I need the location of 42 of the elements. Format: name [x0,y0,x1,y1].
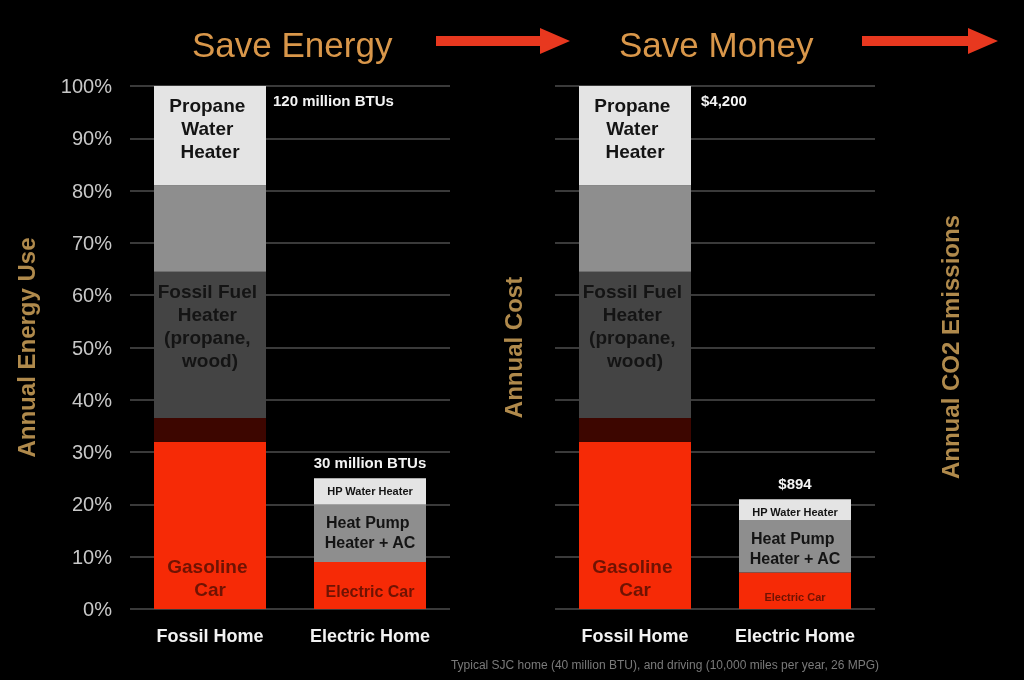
annotation: $894 [778,475,813,493]
y-axis-title: Annual Energy Use [12,237,40,458]
y-tick-label: 100% [60,75,113,97]
y-tick-label: 0% [83,598,113,620]
y-tick-label: 20% [71,493,113,516]
bar [579,418,691,442]
y-tick-label: 90% [71,127,113,150]
y-tick-label: 40% [71,388,113,411]
data-label: Electric Car [764,590,827,603]
y-tick-label: 70% [71,231,113,254]
chart-title: Save Money [619,25,815,64]
y-tick-label: 50% [71,336,113,359]
data-label: HP Water Heater [752,505,839,518]
data-label: Gasoline Car [167,556,253,600]
text: Typical SJC home (40 million BTU), and driving (10,000 miles per year, 26 MPG) [449,658,881,672]
data-label: Gasoline Car [592,556,678,600]
annotation: 120 million BTUs [273,92,394,109]
y-axis-title: Annual Cost [499,276,527,419]
y-tick-label: 10% [71,545,113,568]
bar [154,185,266,272]
annotation: 30 million BTUs [313,454,427,472]
bar [579,185,691,272]
chart-title: Save Energy [192,25,393,64]
data-label: Propane Water Heater [169,95,251,162]
x-tick-label: Electric Home [309,626,431,646]
data-label: HP Water Heater [327,484,414,497]
data-label: Electric Car [325,582,415,600]
annotation: $4,200 [701,92,747,109]
bar [154,418,266,442]
data-label: Heat Pump Heater + AC [749,529,841,567]
bar [739,572,851,609]
y-tick-label: 80% [71,179,113,202]
x-tick-label: Electric Home [734,626,856,646]
bar [579,441,691,609]
y-tick-label: 60% [71,284,113,307]
y-tick-label: 30% [71,441,113,464]
data-label: Heat Pump Heater + AC [324,513,416,551]
bar [154,441,266,609]
x-tick-label: Fossil Home [156,626,264,646]
text: Annual CO2 Emissions [936,214,964,480]
data-label: Propane Water Heater [594,95,676,162]
x-tick-label: Fossil Home [581,626,689,646]
